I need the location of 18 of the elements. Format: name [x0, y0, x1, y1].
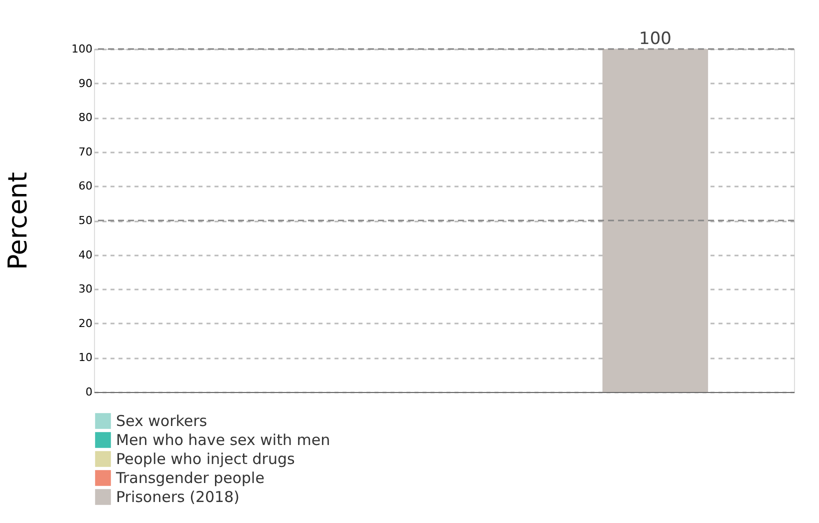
- legend-label: Sex workers: [116, 412, 208, 430]
- legend-label: Men who have sex with men: [116, 431, 330, 449]
- y-tick-label: 60: [78, 180, 92, 193]
- y-tick-label: 20: [78, 316, 92, 330]
- legend-label: People who inject drugs: [116, 450, 296, 468]
- y-tick-label: 50: [78, 214, 92, 227]
- y-tick-label: 10: [78, 351, 92, 364]
- data-label: 100: [639, 29, 672, 49]
- y-tick-label: 100: [72, 42, 92, 56]
- y-tick-label: 40: [78, 248, 92, 262]
- y-tick-label: 80: [78, 111, 92, 124]
- legend-label: Prisoners (2018): [116, 488, 240, 506]
- y-tick-label: 70: [78, 145, 92, 158]
- legend-label: Transgender people: [115, 469, 264, 487]
- y-tick-label: 0: [86, 386, 92, 398]
- y-axis-title: Percent: [4, 172, 34, 270]
- y-tick-label: 90: [78, 76, 92, 90]
- y-tick-label: 30: [78, 282, 92, 296]
